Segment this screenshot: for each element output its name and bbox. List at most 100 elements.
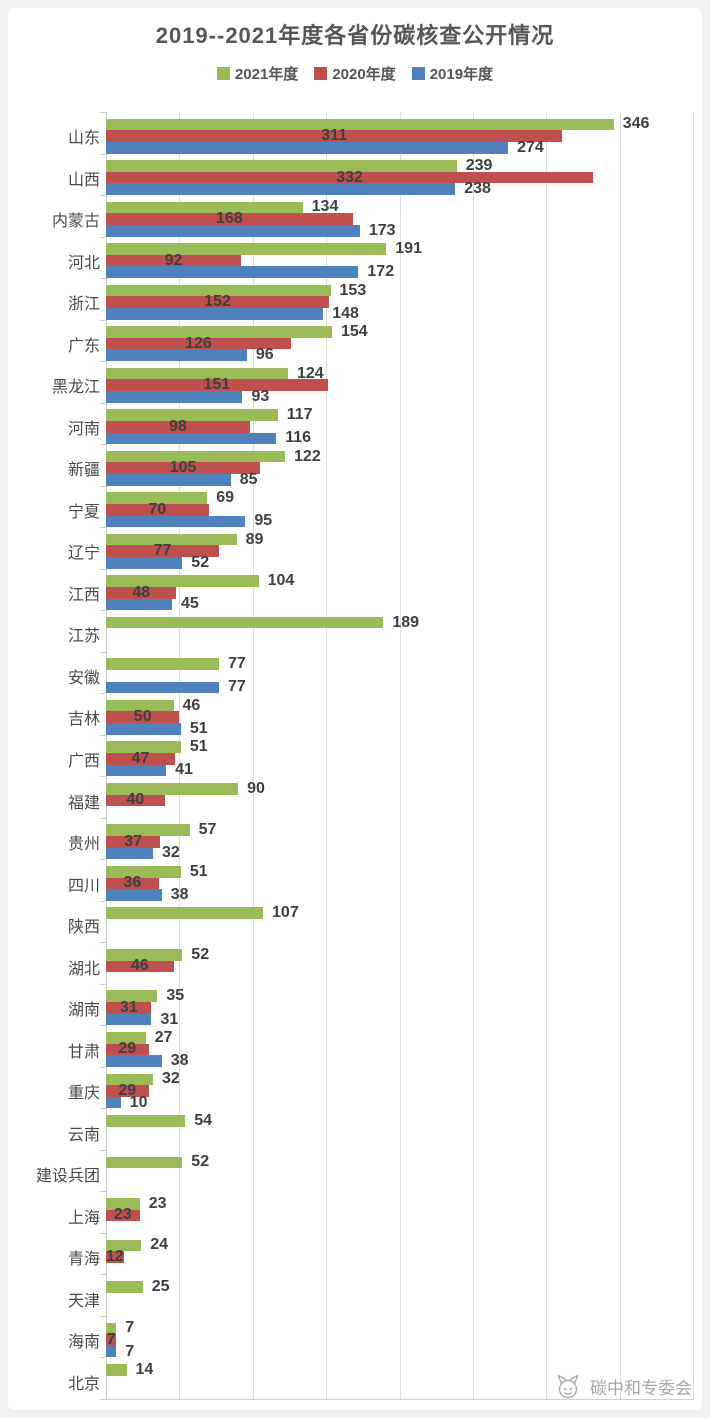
category-label: 河南	[67, 418, 100, 438]
bar-2021年度: 52	[106, 1154, 209, 1170]
bar-slot: 40	[106, 791, 702, 809]
bar-2021年度: 46	[106, 697, 200, 713]
category-label: 江苏	[67, 626, 100, 646]
value-label: 134	[311, 198, 339, 216]
chart-row: 内蒙古 134 168 173	[8, 195, 702, 238]
value-label: 122	[294, 447, 321, 465]
category-label: 内蒙古	[51, 211, 100, 231]
bar-slot: 47	[106, 750, 702, 766]
bar-2020年度: 40	[106, 791, 165, 809]
bar-slot: 124	[106, 365, 702, 381]
bar-slot: 172	[106, 264, 702, 280]
bar-2020年度: 77	[106, 542, 219, 560]
bar-group: 57 37 32	[106, 818, 702, 861]
value-label: 46	[130, 957, 149, 975]
value-label: 154	[340, 323, 368, 341]
bar-group: 154 126 96	[106, 320, 702, 363]
value-label: 153	[339, 281, 367, 299]
bar-slot: 69	[106, 489, 702, 507]
value-label: 40	[126, 791, 145, 809]
chart-row: 湖北 52 46	[8, 942, 702, 984]
bar-slot: 25	[106, 1278, 702, 1294]
value-label: 7	[125, 1319, 135, 1337]
bar-slot: 7	[106, 1343, 702, 1359]
bar-slot: 151	[106, 376, 702, 394]
bar-2019年度: 10	[106, 1094, 147, 1110]
value-label: 151	[203, 376, 231, 394]
bar-slot: 23	[106, 1206, 702, 1224]
value-label: 69	[216, 489, 235, 507]
bar-2021年度: 90	[106, 780, 265, 796]
value-label: 27	[154, 1028, 173, 1046]
bar-slot: 274	[106, 139, 702, 155]
value-label: 7	[106, 1331, 116, 1349]
bar-slot: 51	[106, 863, 702, 879]
value-label: 90	[247, 779, 265, 797]
bar-slot: 31	[106, 1011, 702, 1027]
bar-slot: 51	[106, 720, 702, 736]
legend: 2021年度 2020年度 2019年度	[8, 63, 702, 84]
value-label: 45	[181, 595, 199, 613]
bar-slot: 95	[106, 513, 702, 529]
bar-group: 25	[106, 1274, 702, 1316]
gridline	[693, 112, 694, 1399]
bar-2021年度: 57	[106, 822, 216, 838]
bar-slot	[106, 972, 702, 984]
bar-slot: 52	[106, 946, 702, 962]
bar-2019年度: 238	[106, 181, 491, 197]
bar-2021年度: 191	[106, 241, 422, 257]
value-label: 77	[153, 542, 172, 560]
bar-group: 107	[106, 901, 702, 943]
chart-row: 宁夏 69 70 95	[8, 485, 702, 529]
bar-slot: 29	[106, 1041, 702, 1057]
chart-row: 重庆 32 29 10	[8, 1066, 702, 1110]
category-label: 吉林	[67, 709, 100, 729]
bar-2019年度: 45	[106, 596, 199, 612]
chart-row: 江苏 189	[8, 610, 702, 652]
category-label: 四川	[67, 875, 100, 895]
watermark-text: 碳中和专委会	[590, 1378, 692, 1398]
value-label: 54	[194, 1111, 213, 1129]
bar-2020年度: 36	[106, 875, 159, 891]
bar-2021年度: 239	[106, 157, 492, 173]
x-axis-baseline	[100, 1399, 694, 1400]
bar-2020年度: 7	[106, 1331, 117, 1349]
category-label: 建设兵团	[35, 1166, 100, 1186]
value-label: 10	[129, 1093, 148, 1111]
value-label: 57	[198, 821, 217, 839]
bar-slot: 36	[106, 875, 702, 891]
bar-group: 104 48 45	[106, 569, 702, 612]
bar-2021年度: 25	[106, 1278, 169, 1294]
category-label: 陕西	[67, 917, 100, 937]
value-label: 38	[170, 1052, 189, 1070]
value-label: 189	[392, 613, 420, 631]
bar-slot: 311	[106, 127, 702, 145]
bar-2021年度: 77	[106, 656, 246, 672]
bar-2019年度: 51	[106, 720, 208, 736]
bar-slot: 168	[106, 211, 702, 227]
value-label: 29	[118, 1081, 137, 1099]
bar-2019年度: 85	[106, 471, 258, 487]
value-label: 77	[227, 678, 246, 696]
value-label: 346	[622, 115, 650, 133]
gridline	[399, 112, 401, 1399]
category-label: 山西	[67, 169, 100, 189]
bar-group: 52	[106, 1150, 702, 1192]
value-label: 23	[113, 1206, 132, 1224]
chart-row: 海南 7 7 7	[8, 1315, 702, 1359]
category-label: 广东	[67, 335, 100, 355]
bar-slot	[106, 806, 702, 818]
bar-2021年度: 107	[106, 905, 299, 921]
bar-group: 24 12	[106, 1233, 702, 1275]
bar-2020年度: 47	[106, 750, 175, 766]
value-label: 239	[465, 156, 493, 174]
value-label: 46	[182, 696, 201, 714]
value-label: 105	[169, 459, 197, 477]
bar-slot: 191	[106, 241, 702, 257]
chart-row: 甘肃 27 29 38	[8, 1025, 702, 1070]
bar-slot: 346	[106, 115, 702, 133]
value-label: 311	[321, 127, 348, 145]
bar-slot: 126	[106, 335, 702, 351]
bar-slot: 38	[106, 1052, 702, 1070]
gridline	[179, 112, 181, 1399]
